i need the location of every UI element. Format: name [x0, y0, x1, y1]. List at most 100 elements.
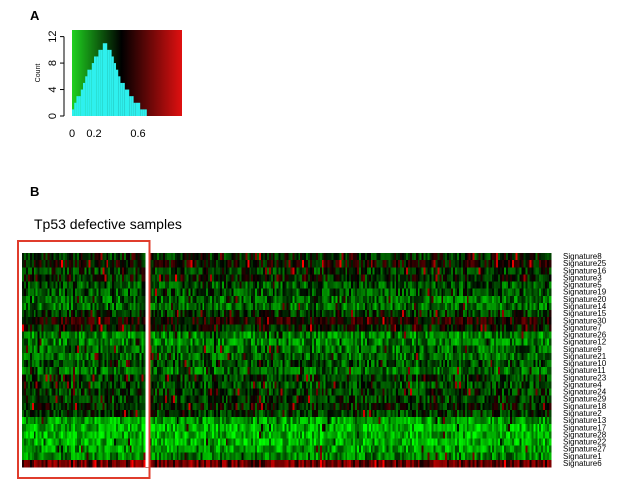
heatmap-cell [507, 260, 511, 268]
heatmap-cell [345, 374, 348, 382]
heatmap-cell [268, 274, 272, 282]
heatmap-cell [415, 331, 419, 339]
heatmap-cell [163, 360, 166, 368]
heatmap-cell [451, 281, 454, 289]
heatmap-cell [268, 374, 272, 382]
heatmap-cell [266, 374, 270, 382]
heatmap-cell [315, 310, 319, 318]
heatmap-cell [208, 324, 211, 332]
heatmap-cell [529, 345, 532, 354]
heatmap-cell [245, 302, 248, 311]
heatmap-cell [159, 374, 162, 382]
heatmap-cell [82, 374, 85, 382]
heatmap-cell [47, 310, 50, 318]
heatmap-cell [255, 367, 258, 375]
heatmap-cell [331, 352, 334, 361]
heatmap-cell [119, 331, 123, 339]
heatmap-cell [396, 324, 399, 332]
heatmap-cell [364, 253, 368, 261]
heatmap-cell [313, 253, 317, 261]
heatmap-cell [539, 367, 542, 375]
heatmap-cell [319, 253, 323, 261]
heatmap-cell [456, 267, 460, 275]
heatmap-cell [116, 360, 119, 368]
heatmap-cell [498, 260, 501, 268]
heatmap-cell [165, 260, 168, 268]
heatmap-cell [43, 317, 46, 325]
heatmap-cell [525, 374, 528, 382]
heatmap-cell [259, 281, 262, 289]
heatmap-cell [513, 302, 517, 311]
heatmap-cell [55, 374, 58, 382]
heatmap-cell [204, 360, 207, 368]
heatmap-cell [407, 267, 411, 275]
heatmap-cell [302, 310, 305, 318]
heatmap-cell [63, 281, 66, 289]
heatmap-cell [335, 295, 338, 304]
heatmap-cell [153, 345, 156, 354]
heatmap-cell [35, 267, 38, 275]
heatmap-cell [492, 253, 495, 261]
heatmap-cell [355, 274, 358, 282]
heatmap-cell [86, 345, 89, 354]
heatmap-cell [65, 352, 68, 361]
heatmap-cell [523, 345, 526, 354]
heatmap-cell [76, 267, 80, 275]
heatmap-cell [406, 331, 409, 339]
heatmap-cell [47, 253, 50, 261]
heatmap-cell [192, 324, 195, 332]
heatmap-cell [92, 352, 95, 361]
heatmap-cell [519, 281, 522, 289]
heatmap-cell [210, 281, 213, 289]
heatmap-cell [272, 324, 276, 332]
heatmap-cell [49, 288, 52, 297]
heatmap-cell [500, 253, 503, 261]
heatmap-cell [466, 324, 470, 332]
heatmap-cell [27, 253, 31, 261]
heatmap-cell [488, 352, 491, 361]
heatmap-cell [427, 310, 430, 318]
heatmap-cell [92, 253, 95, 261]
heatmap-cell [72, 288, 76, 297]
heatmap-cell [255, 324, 258, 332]
heatmap-cell [423, 281, 426, 289]
heatmap-cell [178, 295, 181, 304]
heatmap-cell [466, 310, 470, 318]
heatmap-cell [88, 324, 91, 332]
heatmap-cell [398, 302, 401, 311]
heatmap-cell [545, 374, 548, 382]
heatmap-cell [237, 338, 240, 347]
heatmap-cell [292, 310, 295, 318]
heatmap-cell [425, 288, 428, 297]
heatmap-cell [223, 274, 227, 282]
heatmap-cell [445, 338, 448, 347]
heatmap-cell [394, 310, 397, 318]
heatmap-cell [368, 374, 372, 382]
heatmap-cell [390, 310, 393, 318]
heatmap-cell [61, 281, 64, 289]
heatmap-cell [511, 317, 515, 325]
heatmap-cell [306, 310, 309, 318]
heatmap-cell [421, 253, 424, 261]
heatmap-row-label: Signature5 [563, 281, 602, 290]
heatmap-cell [480, 274, 483, 282]
heatmap-cell [447, 331, 450, 339]
heatmap-cell [431, 295, 434, 304]
heatmap-cell [509, 288, 513, 297]
heatmap-cell [80, 352, 84, 361]
heatmap-cell [537, 274, 540, 282]
heatmap-cell [198, 317, 201, 325]
heatmap-cell [172, 295, 176, 304]
heatmap-cell [357, 274, 360, 282]
heatmap-cell [57, 260, 60, 268]
heatmap-cell [57, 302, 60, 311]
heatmap-cell [282, 274, 285, 282]
heatmap-cell [523, 281, 526, 289]
histogram-bar [105, 43, 108, 116]
heatmap-cell [398, 267, 401, 275]
heatmap-cell [404, 253, 407, 261]
heatmap-cell [443, 324, 446, 332]
heatmap-cell [472, 281, 475, 289]
heatmap-cell [262, 317, 266, 325]
heatmap-cell [104, 352, 107, 361]
